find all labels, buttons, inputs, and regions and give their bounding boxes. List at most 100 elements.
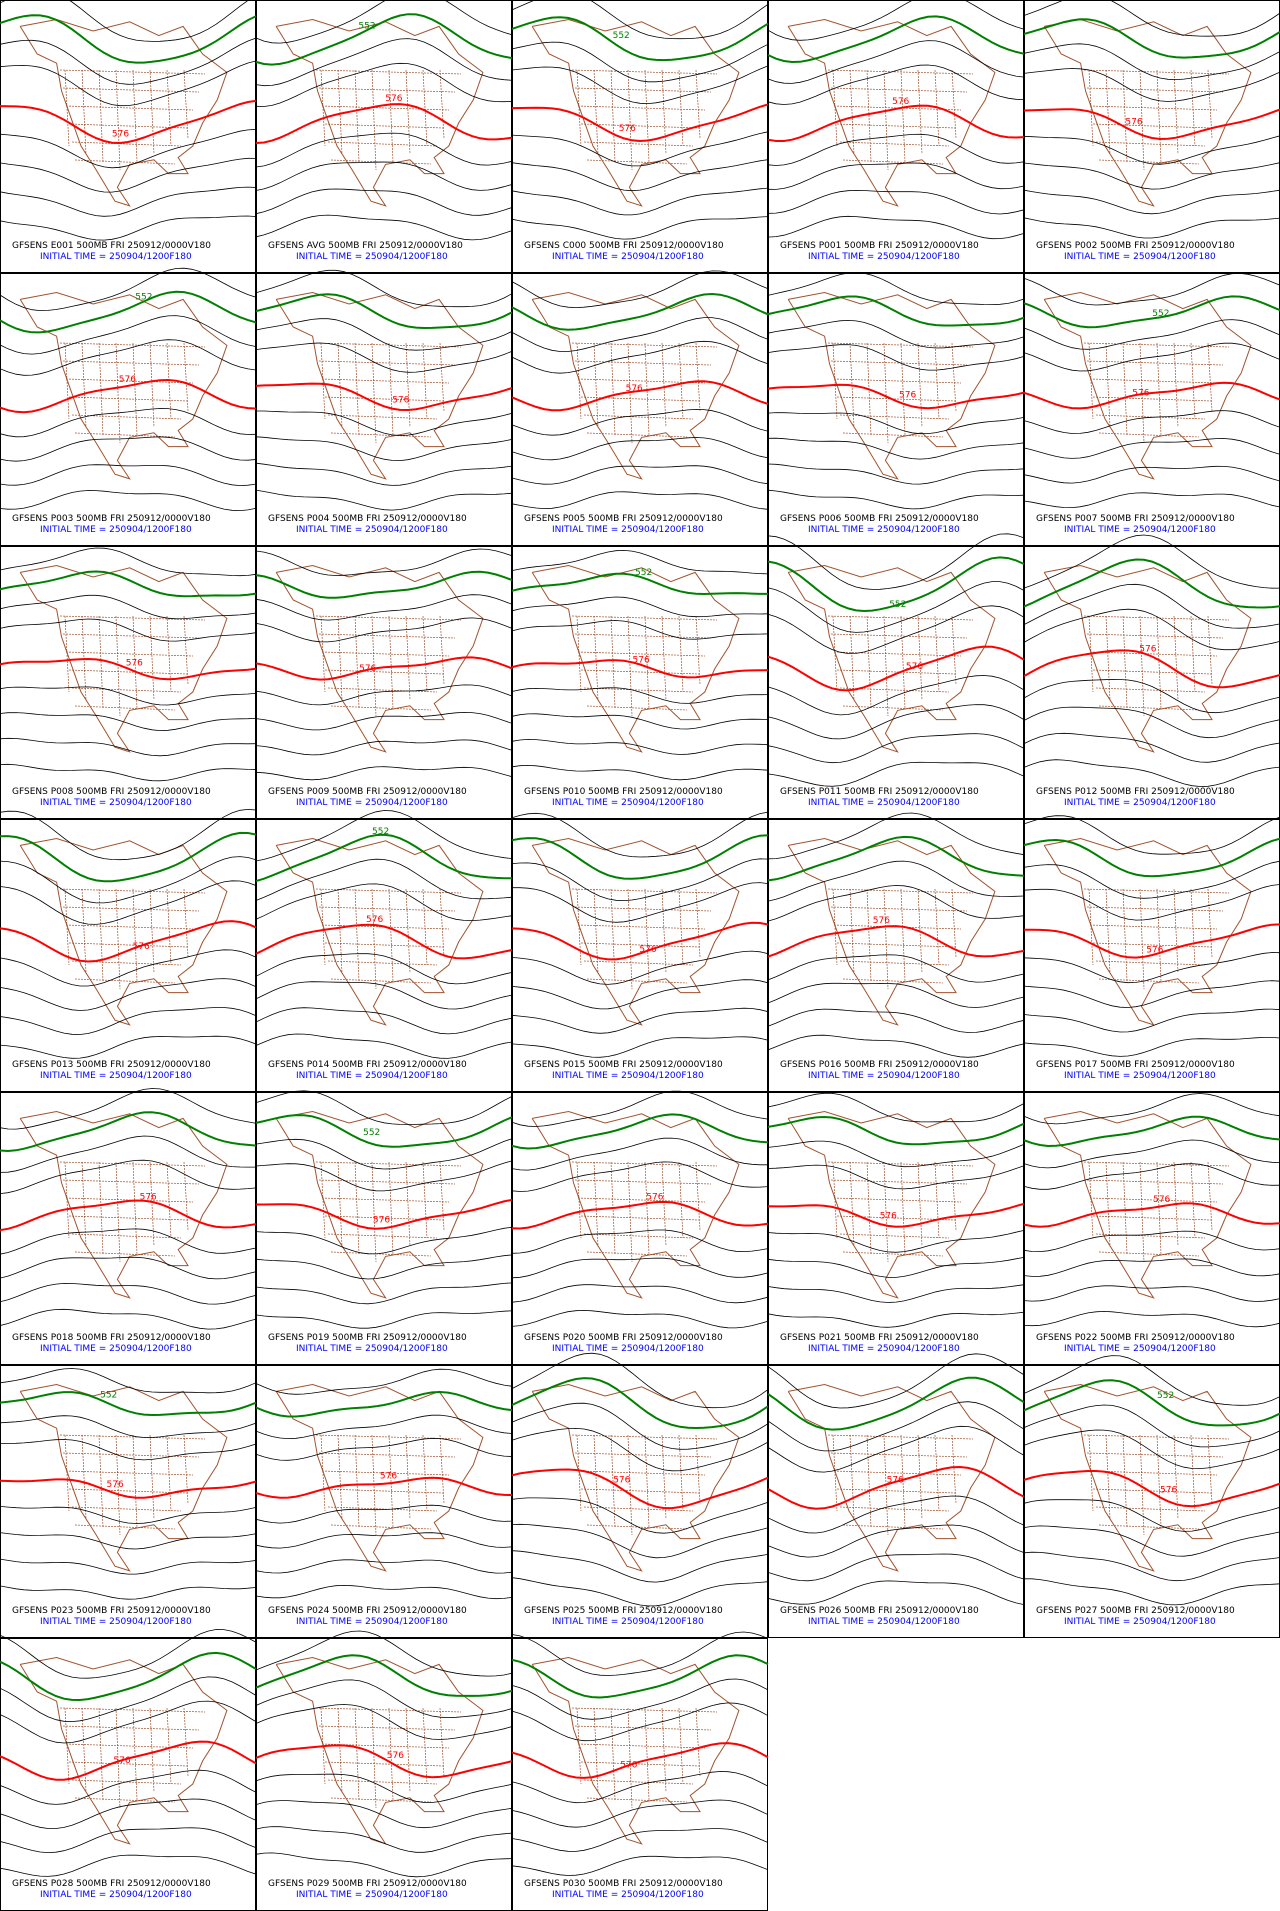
contour-line (511, 811, 769, 858)
contour-576 (767, 104, 1025, 142)
contour-576 (511, 380, 769, 412)
contour-576 (0, 1199, 257, 1232)
state-lines (315, 1707, 462, 1809)
coastline (275, 837, 484, 1026)
contour-label: 576 (385, 94, 402, 104)
contour-line (767, 704, 1025, 740)
contour-552 (0, 1391, 257, 1417)
contour-line (511, 950, 769, 985)
contour-line (767, 581, 1025, 633)
contour-line (255, 1532, 513, 1549)
contour-label: 576 (1125, 117, 1142, 127)
contour-line (255, 1704, 513, 1740)
contour-line (1023, 732, 1280, 763)
map-panel: 576 GFSENS P016 500MB FRI 250912/0000V180… (767, 812, 1025, 1092)
contour-label: 576 (387, 1751, 404, 1761)
contour-line (0, 1135, 256, 1173)
contour-label: 576 (140, 1192, 157, 1202)
contour-line (767, 412, 1025, 435)
contour-line (255, 1559, 513, 1574)
contour-label: 576 (366, 915, 383, 925)
initial-time: INITIAL TIME = 250904/1200F180 (552, 1071, 704, 1081)
contour-line (767, 733, 1025, 764)
contour-line (511, 41, 769, 83)
contour-line (511, 1828, 769, 1852)
map-panel: 576 GFSENS P028 500MB FRI 250912/0000V180… (0, 1629, 257, 1911)
contour-line (1023, 706, 1280, 739)
panel-title: GFSENS P009 500MB FRI 250912/0000V180 (268, 787, 467, 797)
contour-line (255, 594, 513, 621)
panel-border (1024, 1365, 1280, 1638)
contour-line (511, 1550, 769, 1583)
contour-line (1023, 1525, 1280, 1557)
contour-line (0, 594, 257, 620)
contour-label: 552 (372, 827, 389, 837)
contour-line (0, 1769, 257, 1805)
state-lines (571, 1161, 718, 1263)
panel-title: GFSENS P018 500MB FRI 250912/0000V180 (12, 1333, 211, 1343)
contour-line (0, 712, 257, 732)
state-lines (59, 1161, 206, 1263)
contour-line (255, 1584, 513, 1600)
contour-line (767, 0, 1025, 41)
panel-title: GFSENS P007 500MB FRI 250912/0000V180 (1036, 514, 1235, 524)
contour-line (767, 1495, 1025, 1534)
panel-title: GFSENS P029 500MB FRI 250912/0000V180 (268, 1879, 467, 1889)
contour-line (255, 1630, 513, 1677)
map-panel: 576 GFSENS P029 500MB FRI 250912/0000V180… (255, 1630, 513, 1911)
contour-label: 552 (358, 22, 375, 32)
contour-576 (1023, 108, 1280, 141)
contour-line (767, 133, 1025, 166)
state-lines (827, 69, 974, 171)
coastline (275, 291, 484, 480)
panel-title: GFSENS P027 500MB FRI 250912/0000V180 (1036, 1606, 1235, 1616)
contour-line (1023, 1551, 1280, 1582)
contour-line (512, 882, 769, 923)
contour-label: 576 (1146, 945, 1163, 955)
contour-line (0, 215, 257, 241)
contour-576 (1023, 381, 1280, 410)
contour-line (1023, 319, 1280, 350)
panel-border (768, 0, 1024, 273)
coastline (19, 1383, 228, 1572)
panel-title: GFSENS C000 500MB FRI 250912/0000V180 (524, 241, 724, 251)
contour-552 (511, 1654, 769, 1699)
initial-time: INITIAL TIME = 250904/1200F180 (40, 798, 192, 808)
map-panel: 576 552 GFSENS AVG 500MB FRI 250912/0000V1… (255, 0, 513, 273)
panel-title: GFSENS P017 500MB FRI 250912/0000V180 (1036, 1060, 1235, 1070)
contour-line (0, 1506, 257, 1524)
contour-line (767, 982, 1025, 1008)
contour-line (511, 131, 769, 167)
contour-576 (767, 383, 1025, 410)
contour-line (767, 1092, 1025, 1123)
contour-line (0, 978, 257, 1011)
contour-576 (1023, 923, 1280, 959)
panel-border (256, 0, 512, 273)
panel-title: GFSENS P004 500MB FRI 250912/0000V180 (268, 514, 467, 524)
map-panel: 576 552 GFSENS C000 500MB FRI 250912/0000V… (511, 0, 769, 273)
contour-line (1023, 1163, 1280, 1190)
contour-line (1023, 189, 1280, 215)
coastline (1043, 1383, 1252, 1572)
panel-title: GFSENS P024 500MB FRI 250912/0000V180 (268, 1606, 467, 1616)
contour-label: 576 (880, 1212, 897, 1222)
initial-time: INITIAL TIME = 250904/1200F180 (296, 525, 448, 535)
contour-line (0, 436, 257, 462)
contour-line (0, 1415, 257, 1438)
contour-line (767, 885, 1025, 922)
contour-line (0, 37, 257, 85)
contour-576 (767, 925, 1025, 958)
contour-line (0, 60, 257, 107)
contour-line (767, 761, 1025, 787)
panel-title: GFSENS P022 500MB FRI 250912/0000V180 (1036, 1333, 1235, 1343)
map-panel: 576 GFSENS P013 500MB FRI 250912/0000V180… (0, 808, 257, 1092)
contour-line (511, 549, 769, 575)
contour-line (1023, 1404, 1280, 1448)
map-panel: 576 552 GFSENS P011 500MB FRI 250912/0000V… (767, 533, 1025, 819)
contour-line (1023, 678, 1280, 714)
contour-552 (511, 834, 769, 880)
initial-time: INITIAL TIME = 250904/1200F180 (808, 798, 960, 808)
contour-line (255, 1504, 513, 1524)
contour-576 (0, 1740, 257, 1781)
contour-552 (1023, 295, 1280, 329)
